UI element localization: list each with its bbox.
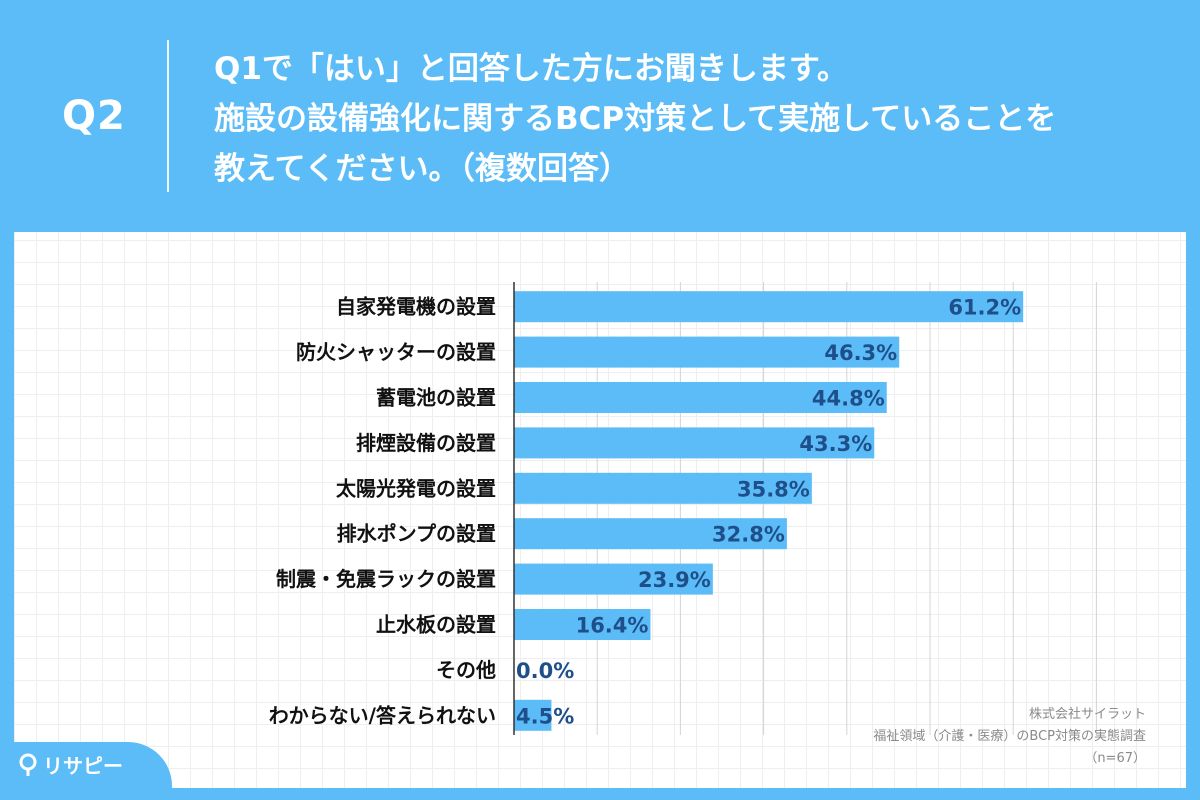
question-line: 施設の設備強化に関するBCP対策として実施していることを bbox=[214, 101, 1057, 137]
logo-text: リサピー bbox=[43, 754, 123, 778]
category-label: 蓄電池の設置 bbox=[376, 386, 496, 410]
category-label: その他 bbox=[436, 658, 496, 682]
brand-logo: リサピー bbox=[18, 750, 123, 779]
bar bbox=[514, 472, 812, 504]
category-label: 自家発電機の設置 bbox=[336, 295, 496, 319]
bar bbox=[514, 291, 1024, 323]
category-label: 制震・免震ラックの設置 bbox=[276, 567, 496, 591]
bar bbox=[514, 382, 887, 413]
question-line: 教えてください。（複数回答） bbox=[214, 151, 631, 187]
value-label: 0.0% bbox=[516, 659, 574, 683]
chart-card: 自家発電機の設置 61.2% 防火シャッターの設置 46.3% 蓄電池の設置 44.8% 排… bbox=[14, 232, 1186, 788]
value-label: 32.8% bbox=[712, 523, 785, 547]
category-label: 排水ポンプの設置 bbox=[337, 522, 496, 546]
bar-chart: 自家発電機の設置 61.2% 防火シャッターの設置 46.3% 蓄電池の設置 44.8% 排… bbox=[269, 282, 1097, 735]
category-label: 止水板の設置 bbox=[376, 613, 496, 637]
value-label: 4.5% bbox=[516, 704, 574, 728]
logo-tab: リサピー bbox=[0, 742, 172, 800]
bar bbox=[514, 336, 900, 368]
value-label: 35.8% bbox=[737, 477, 810, 501]
category-label: 防火シャッターの設置 bbox=[296, 340, 496, 364]
bar bbox=[514, 699, 552, 731]
value-label: 61.2% bbox=[948, 296, 1021, 320]
bar bbox=[514, 609, 651, 640]
source-company: 株式会社サイラット bbox=[1028, 707, 1146, 722]
value-label: 44.8% bbox=[812, 387, 885, 411]
bar bbox=[514, 427, 875, 459]
value-label: 46.3% bbox=[824, 341, 897, 365]
category-label: わからない/答えられない bbox=[269, 703, 496, 727]
question-text: Q1で「はい」と回答した方にお聞きします。 施設の設備強化に関するBCP対策とし… bbox=[214, 44, 1174, 194]
source-survey: 福祉領域（介護・医療）のBCP対策の実態調査 bbox=[873, 729, 1146, 744]
bar bbox=[514, 563, 713, 595]
pin-icon bbox=[19, 753, 37, 776]
value-label: 43.3% bbox=[799, 432, 872, 456]
header: Q2 Q1で「はい」と回答した方にお聞きします。 施設の設備強化に関するBCP対… bbox=[0, 0, 1200, 232]
value-label: 23.9% bbox=[638, 568, 711, 592]
value-label: 16.4% bbox=[576, 614, 649, 638]
category-label: 排煙設備の設置 bbox=[356, 431, 496, 455]
header-divider bbox=[167, 40, 169, 192]
question-line: Q1で「はい」と回答した方にお聞きします。 bbox=[214, 51, 848, 87]
source-note: 株式会社サイラット 福祉領域（介護・医療）のBCP対策の実態調査 （n=67） bbox=[873, 704, 1146, 770]
category-label: 太陽光発電の設置 bbox=[336, 476, 496, 500]
question-number: Q2 bbox=[62, 93, 126, 139]
source-sample-size: （n=67） bbox=[1084, 751, 1146, 766]
bar bbox=[514, 518, 787, 550]
